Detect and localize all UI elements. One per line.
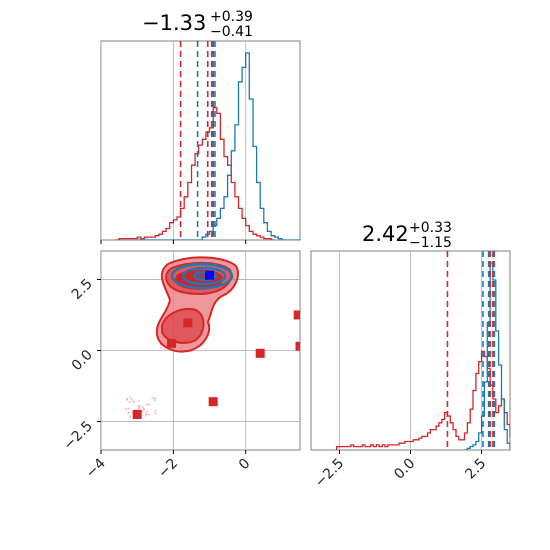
background-point-16 (129, 396, 132, 399)
background-point-32 (137, 399, 140, 402)
background-point-21 (126, 397, 129, 400)
background-point-52 (160, 346, 163, 349)
hist-panel-param0-frame (100, 40, 301, 241)
scatter-panel (100, 250, 301, 451)
scatter-ytick-label-0: −2.5 (60, 418, 95, 453)
background-point-10 (129, 415, 132, 418)
background-point-9 (141, 406, 144, 409)
axis-tick-labels: −4 −2 0 −2.5 0.0 2.5 −2.5 0.0 2.5 (60, 276, 489, 491)
background-point-29 (145, 403, 148, 406)
scatter-panel-contours (155, 256, 239, 353)
background-point-37 (151, 397, 154, 400)
background-point-28 (125, 408, 128, 411)
background-point-0 (139, 405, 142, 408)
background-point-18 (141, 409, 144, 412)
scatter-panel-points (132, 270, 300, 419)
background-point-8 (145, 413, 148, 416)
hist-panel-param0-grid (101, 41, 247, 240)
background-point-19 (128, 400, 131, 403)
background-point-11 (154, 397, 157, 400)
param0-title-main: −1.33 (142, 11, 206, 35)
scatter-xtick-label-0: −4 (83, 455, 109, 481)
background-point-6 (144, 414, 147, 417)
hist-panel-param0-quantiles (179, 41, 216, 240)
background-point-39 (147, 403, 150, 406)
param1-title-sup: +0.33 (409, 220, 452, 236)
red-point-5 (293, 310, 300, 320)
blue-contour-middle (181, 266, 227, 286)
hist-panel-param0: −1.33 +0.39 −0.41 (100, 9, 301, 241)
axis-ticks (97, 240, 483, 454)
background-point-12 (127, 407, 130, 410)
scatter-xtick-label-1: −2 (155, 456, 181, 482)
background-point-22 (131, 398, 134, 401)
background-point-33 (138, 407, 141, 410)
background-point-26 (127, 411, 130, 414)
background-point-30 (154, 409, 157, 412)
param0-title-sup: +0.39 (210, 9, 253, 25)
background-point-35 (147, 413, 150, 416)
red-point-6 (295, 341, 300, 351)
param0-hist-red (115, 107, 275, 240)
hist-panel-param1-grid (339, 251, 482, 450)
background-point-24 (143, 408, 146, 411)
red-point-0 (132, 409, 142, 419)
background-point-57 (161, 349, 164, 352)
param0-title-sub: −0.41 (210, 24, 253, 40)
background-point-15 (145, 410, 148, 413)
hist-panel-param1-quantiles (446, 251, 496, 450)
scatter-xtick-label-2: 0 (236, 456, 254, 474)
hist-panel-param1-series (335, 262, 510, 450)
right-xtick-label-0: −2.5 (312, 456, 347, 491)
background-point-13 (154, 412, 157, 415)
param1-title-sub: −1.15 (409, 235, 452, 251)
red-point-4 (255, 348, 265, 358)
red-point-2 (167, 338, 177, 348)
red-point-3 (208, 397, 218, 407)
right-xtick-label-1: 0.0 (391, 456, 418, 483)
background-point-36 (132, 401, 135, 404)
scatter-ytick-label-2: 2.5 (69, 276, 96, 303)
scatter-ytick-label-1: 0.0 (69, 347, 96, 374)
param1-title-main: 2.42 (362, 222, 409, 246)
param1-hist-red (335, 350, 510, 450)
red-point-1 (183, 318, 193, 328)
blue-contour-outer (170, 262, 234, 290)
hist-panel-param0-series (115, 52, 300, 240)
blue-point (205, 270, 215, 280)
background-point-56 (163, 348, 166, 351)
hist-panel-param1: 2.42 +0.33 −1.15 (310, 220, 511, 451)
param0-hist-blue (137, 52, 300, 240)
right-xtick-label-2: 2.5 (462, 456, 489, 483)
background-point-38 (153, 399, 156, 402)
